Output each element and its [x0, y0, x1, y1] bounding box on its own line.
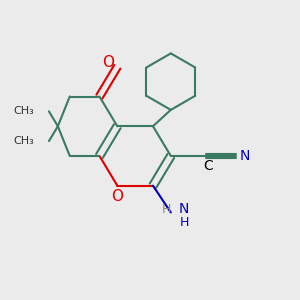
Text: C: C [203, 159, 213, 173]
Text: N: N [240, 149, 250, 163]
Text: CH₃: CH₃ [13, 136, 34, 146]
Text: O: O [111, 189, 123, 204]
Text: O: O [102, 55, 114, 70]
Text: N: N [179, 202, 189, 216]
Text: H: H [162, 203, 171, 216]
Text: CH₃: CH₃ [13, 106, 34, 116]
Text: H: H [179, 216, 189, 229]
